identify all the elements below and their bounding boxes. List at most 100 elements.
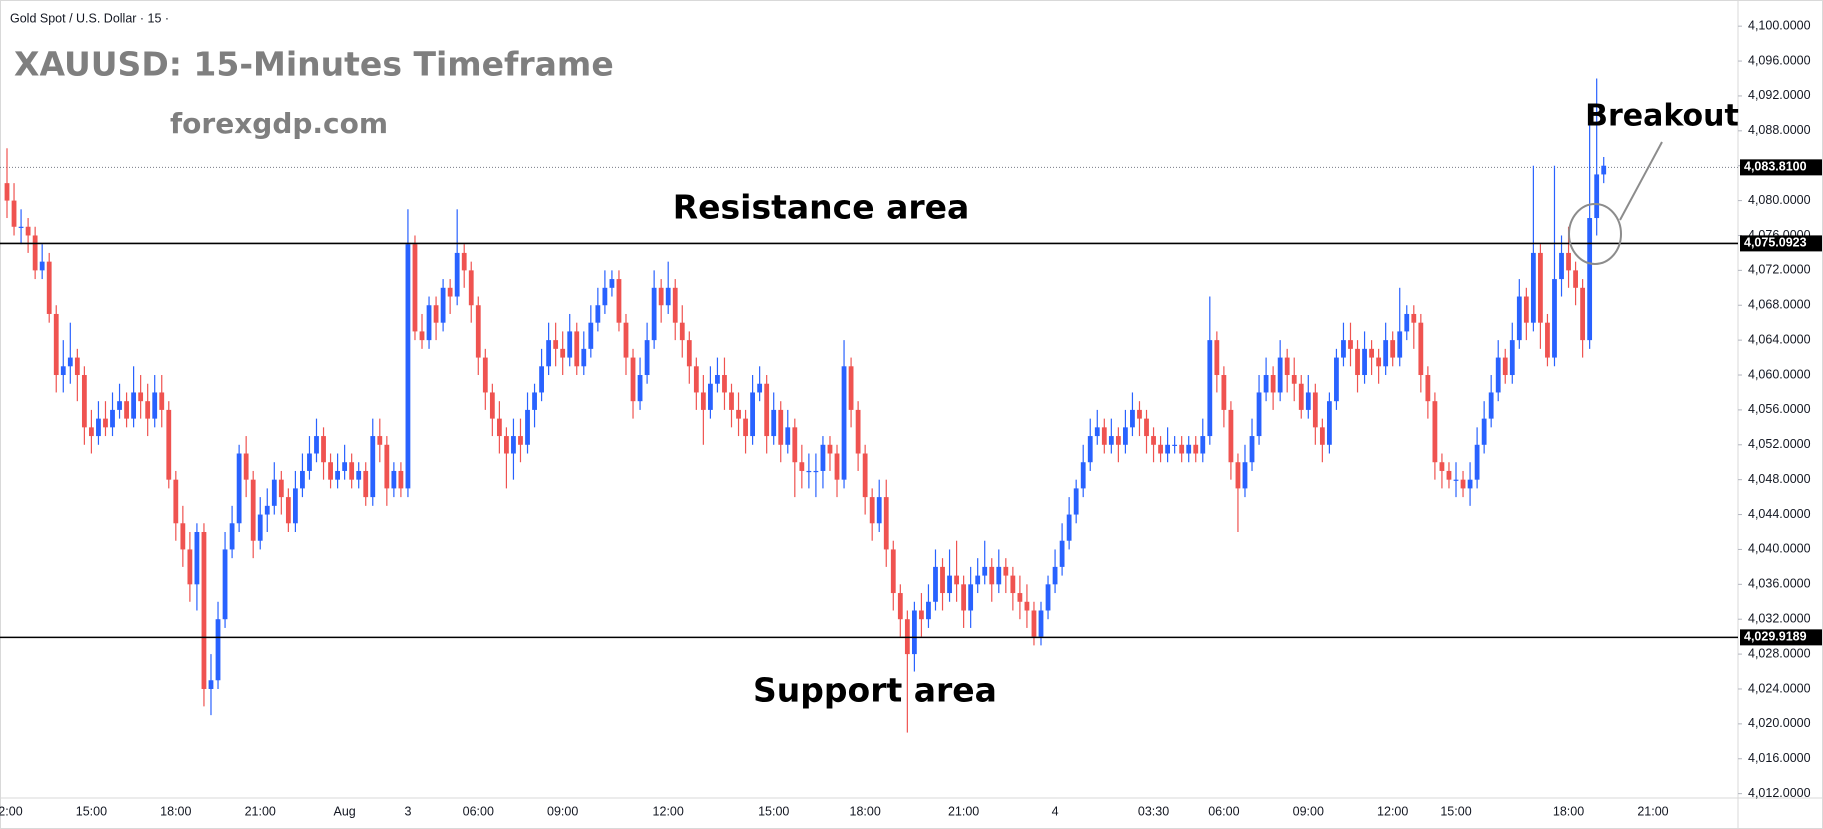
candle-body: [1172, 444, 1178, 446]
candle-body: [1312, 392, 1318, 428]
candle-body: [1094, 427, 1100, 437]
candle-body: [651, 287, 657, 341]
candle-body: [665, 287, 671, 306]
candle-body: [53, 313, 59, 376]
candle-body: [1235, 462, 1241, 489]
candle-body: [201, 532, 207, 689]
x-tick-label: 18:00: [160, 804, 191, 818]
x-tick-label: 06:00: [463, 804, 494, 818]
price-label: 4,029.9189: [1744, 630, 1807, 644]
candle-body: [321, 436, 326, 463]
candle-body: [11, 200, 17, 227]
candle-body: [377, 436, 383, 445]
candle-body: [876, 497, 882, 524]
candle-body: [363, 470, 369, 498]
candle-body: [342, 462, 348, 471]
candle-body: [454, 252, 460, 297]
candle-body: [166, 409, 172, 480]
candle-body: [103, 418, 108, 428]
candle-body: [74, 357, 80, 376]
y-tick-label: 4,024.0000: [1748, 681, 1811, 695]
candle-body: [616, 279, 622, 323]
candle-body: [1467, 479, 1473, 489]
candle-body: [1509, 340, 1515, 376]
x-tick-label: 15:00: [1440, 804, 1471, 818]
breakout-circle: [1568, 203, 1622, 265]
candle-body: [1516, 296, 1522, 341]
candle-body: [384, 444, 390, 489]
candle-body: [630, 357, 636, 402]
candle-body: [778, 409, 784, 445]
x-tick-label: 12:00: [653, 804, 684, 818]
candle-body: [1101, 427, 1107, 445]
y-tick-label: 4,096.0000: [1748, 53, 1811, 67]
candle-body: [1594, 174, 1600, 219]
candle-body: [187, 549, 193, 585]
last-price-box: [1740, 159, 1822, 176]
candle-body: [1530, 252, 1536, 323]
x-tick-label: 12:00: [1377, 804, 1408, 818]
candle-body: [433, 305, 439, 323]
candle-body: [1115, 436, 1121, 445]
candle-body: [532, 392, 537, 410]
x-tick-label: 06:00: [1208, 804, 1239, 818]
candle-body: [67, 357, 73, 367]
candle-body: [173, 479, 179, 524]
candle-body: [1003, 566, 1009, 576]
candle-body: [553, 340, 559, 349]
candle-body: [1193, 444, 1199, 454]
candle-body: [1052, 566, 1058, 585]
candle-body: [243, 453, 249, 480]
candle-body: [595, 305, 601, 323]
price-label: 4,075.0923: [1744, 236, 1807, 250]
x-tick-label: 4: [1052, 804, 1059, 818]
candle-body: [1362, 348, 1367, 376]
candle-body: [954, 575, 959, 585]
plot-area: [0, 78, 1738, 733]
x-tick-label: 09:00: [547, 804, 578, 818]
x-tick-label: 18:00: [850, 804, 881, 818]
candle-body: [961, 584, 967, 611]
y-tick-label: 4,072.0000: [1748, 263, 1811, 277]
candle-body: [623, 322, 629, 358]
candle-body: [539, 366, 544, 393]
candle-body: [18, 226, 24, 228]
candle-body: [883, 497, 889, 550]
y-tick-label: 4,036.0000: [1748, 577, 1811, 591]
candle-body: [792, 427, 798, 463]
candle-body: [1559, 252, 1564, 280]
candle-body: [897, 593, 903, 620]
candle-body: [89, 427, 94, 437]
candle-body: [1418, 322, 1424, 376]
candle-body: [1341, 340, 1346, 358]
candle-body: [911, 610, 917, 655]
candle-body: [328, 462, 333, 480]
candle-body: [1207, 340, 1213, 437]
candle-body: [1376, 357, 1382, 367]
candle-body: [236, 453, 242, 524]
candle-body: [1432, 401, 1438, 463]
x-tick-label: 21:00: [245, 804, 276, 818]
candle-body: [504, 436, 509, 454]
candle-body: [511, 436, 516, 454]
candle-body: [25, 226, 31, 236]
candle-body: [975, 575, 981, 585]
candle-body: [194, 532, 200, 585]
candle-body: [848, 366, 854, 410]
candle-body: [743, 418, 748, 437]
y-tick-label: 4,032.0000: [1748, 612, 1811, 626]
candle-body: [1523, 296, 1529, 323]
candle-body: [1319, 427, 1325, 445]
x-tick-label: 03:30: [1138, 804, 1169, 818]
y-tick-label: 4,040.0000: [1748, 542, 1811, 556]
candle-body: [546, 340, 552, 367]
candle-body: [1545, 322, 1550, 358]
symbol-label: Gold Spot / U.S. Dollar · 15 ·: [10, 11, 169, 25]
candle-body: [968, 584, 974, 611]
candle-body: [138, 392, 144, 402]
candle-body: [1538, 252, 1543, 323]
y-tick-label: 4,052.0000: [1748, 437, 1811, 451]
candle-body: [1495, 357, 1501, 393]
x-tick-label: 09:00: [1293, 804, 1324, 818]
